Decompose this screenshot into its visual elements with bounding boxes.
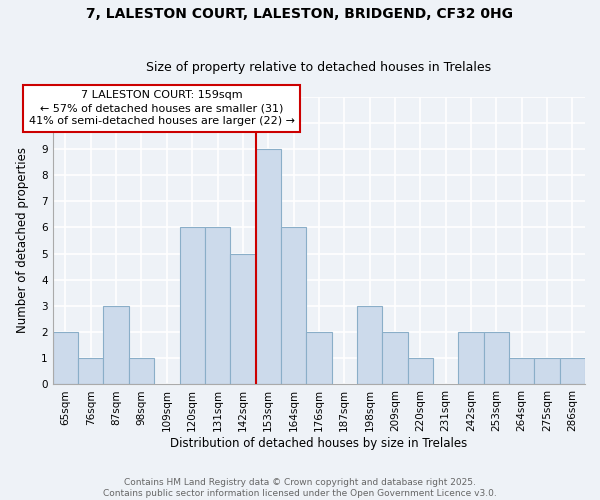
Bar: [458, 332, 484, 384]
Bar: [179, 228, 205, 384]
Bar: [205, 228, 230, 384]
Bar: [103, 306, 129, 384]
Bar: [230, 254, 256, 384]
Bar: [509, 358, 535, 384]
Bar: [484, 332, 509, 384]
Bar: [306, 332, 332, 384]
Text: 7, LALESTON COURT, LALESTON, BRIDGEND, CF32 0HG: 7, LALESTON COURT, LALESTON, BRIDGEND, C…: [86, 8, 514, 22]
Y-axis label: Number of detached properties: Number of detached properties: [16, 148, 29, 334]
Bar: [129, 358, 154, 384]
Text: Contains HM Land Registry data © Crown copyright and database right 2025.
Contai: Contains HM Land Registry data © Crown c…: [103, 478, 497, 498]
Bar: [53, 332, 78, 384]
Text: 7 LALESTON COURT: 159sqm
← 57% of detached houses are smaller (31)
41% of semi-d: 7 LALESTON COURT: 159sqm ← 57% of detach…: [29, 90, 295, 126]
Bar: [382, 332, 407, 384]
Title: Size of property relative to detached houses in Trelales: Size of property relative to detached ho…: [146, 62, 491, 74]
X-axis label: Distribution of detached houses by size in Trelales: Distribution of detached houses by size …: [170, 437, 467, 450]
Bar: [256, 149, 281, 384]
Bar: [281, 228, 306, 384]
Bar: [357, 306, 382, 384]
Bar: [407, 358, 433, 384]
Bar: [78, 358, 103, 384]
Bar: [535, 358, 560, 384]
Bar: [560, 358, 585, 384]
